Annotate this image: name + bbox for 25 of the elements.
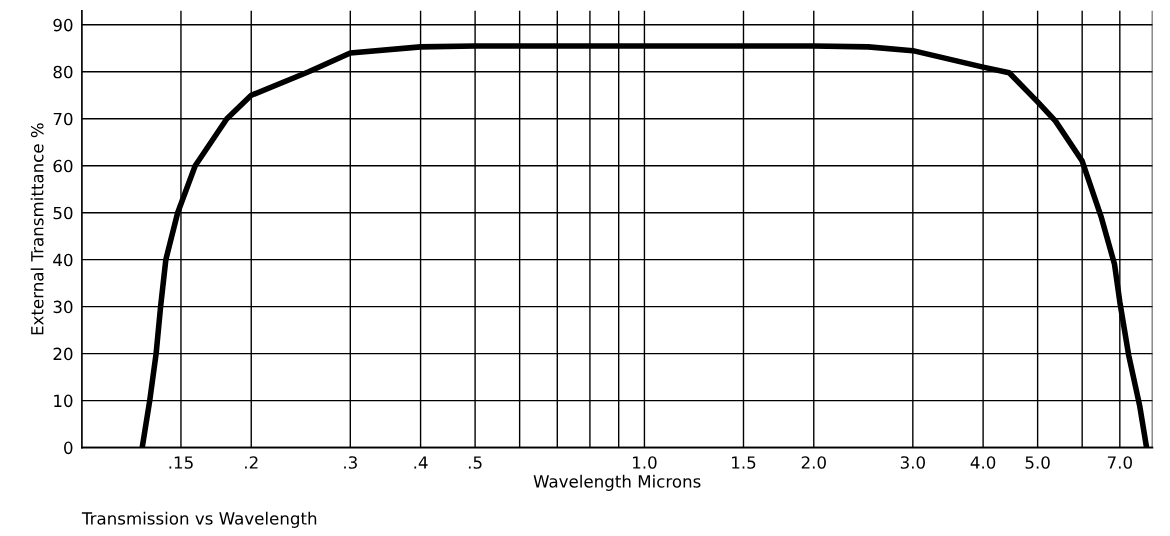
- y-axis-title: External Transmittance %: [30, 123, 44, 335]
- y-tick-label: 40: [53, 253, 73, 267]
- x-tick-label: 1.5: [732, 456, 756, 469]
- x-tick-label: 2.0: [801, 456, 826, 469]
- y-tick-label: 60: [53, 159, 73, 173]
- x-tick-label: 1.0: [633, 456, 657, 469]
- y-tick-label: 80: [53, 65, 73, 79]
- x-tick-label: .3: [344, 456, 357, 469]
- x-tick-label: .5: [468, 456, 482, 469]
- x-tick-label: .2: [245, 456, 258, 469]
- y-tick-label: 50: [53, 206, 73, 220]
- y-tick-label: 0: [64, 441, 73, 455]
- y-tick-label: 20: [53, 347, 73, 361]
- y-tick-label: 10: [54, 394, 73, 408]
- x-tick-label: 4.0: [970, 456, 996, 469]
- x-tick-label: .4: [414, 456, 428, 469]
- x-tick-label: 3.0: [900, 456, 925, 469]
- x-axis-title: Wavelength Microns: [533, 474, 701, 491]
- x-tick-label: 5.0: [1025, 456, 1050, 469]
- x-tick-label: 7.0: [1107, 456, 1132, 469]
- text: Transmission vs Wavelength: [81, 511, 317, 528]
- y-tick-label: 30: [53, 300, 73, 314]
- y-tick-label: 70: [53, 112, 73, 126]
- x-tick-label: .15: [169, 456, 193, 469]
- y-tick-label: 90: [53, 18, 73, 32]
